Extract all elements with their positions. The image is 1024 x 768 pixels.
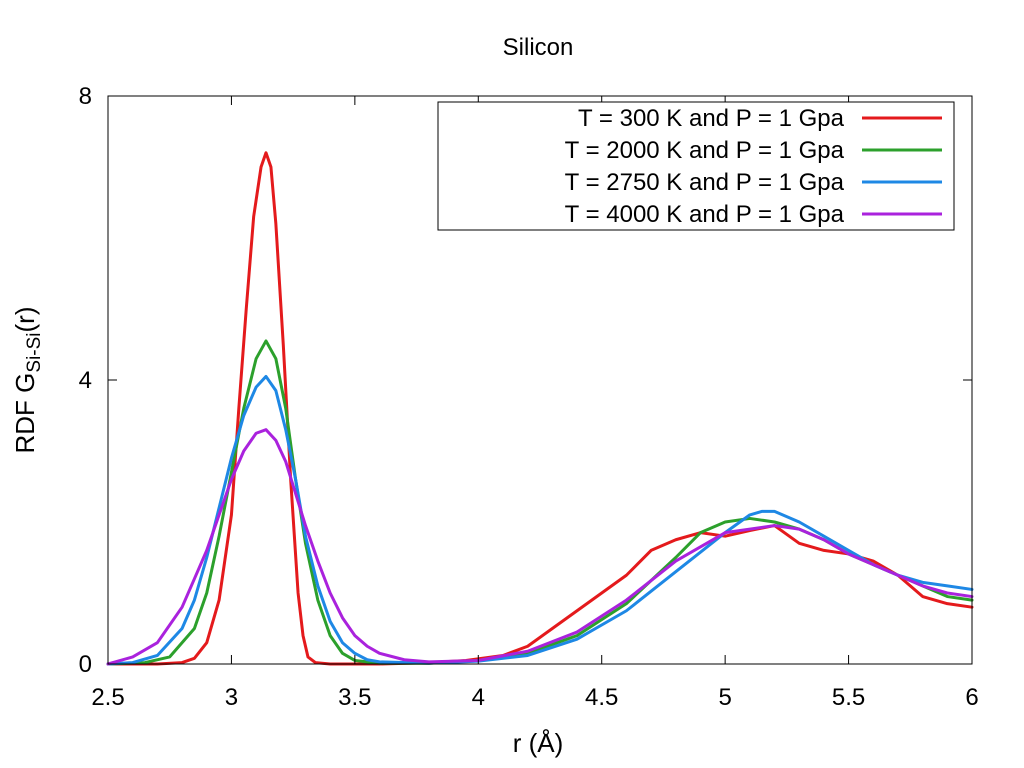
- x-tick-label: 6: [965, 684, 978, 711]
- x-axis-label: r (Å): [513, 728, 564, 758]
- y-axis-label: RDF GSi-Si(r): [10, 307, 45, 454]
- x-tick-label: 2.5: [91, 684, 124, 711]
- x-tick-label: 3: [225, 684, 238, 711]
- series-line-3: [106, 374, 974, 666]
- series-line-4: [106, 428, 974, 666]
- legend-label-2: T = 2000 K and P = 1 Gpa: [565, 137, 845, 164]
- legend-box: [437, 101, 955, 231]
- series-line-2: [106, 339, 974, 666]
- y-axis-label-subscript: Si-Si: [24, 332, 45, 372]
- x-tick-label: 3.5: [338, 684, 371, 711]
- legend: T = 300 K and P = 1 Gpa T = 2000 K and P …: [437, 101, 955, 231]
- y-tick-label: 8: [79, 83, 92, 110]
- ticks-layer: 2.5 3 3.5 4 4.5 5 5.5 6 0 4 8: [79, 83, 979, 711]
- legend-label-4: T = 4000 K and P = 1 Gpa: [565, 201, 845, 228]
- x-tick-label: 5.5: [832, 684, 865, 711]
- y-axis-label-suffix: (r): [10, 307, 40, 333]
- series-layer: [106, 151, 974, 666]
- y-tick-label: 0: [79, 651, 92, 678]
- x-tick-label: 5: [718, 684, 731, 711]
- legend-label-1: T = 300 K and P = 1 Gpa: [578, 105, 845, 132]
- x-tick-label: 4: [472, 684, 485, 711]
- y-tick-label: 4: [79, 367, 92, 394]
- x-tick-label: 4.5: [585, 684, 618, 711]
- legend-label-3: T = 2750 K and P = 1 Gpa: [565, 169, 845, 196]
- y-axis-label-main: RDF G: [10, 373, 40, 454]
- chart-title: Silicon: [503, 34, 574, 61]
